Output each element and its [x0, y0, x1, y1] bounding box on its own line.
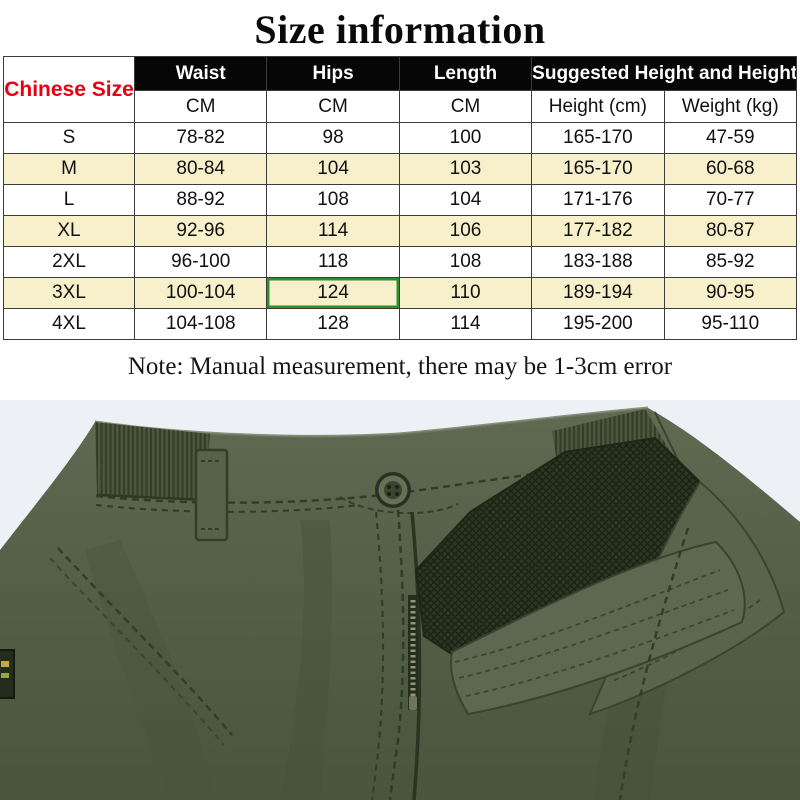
hips-cell: 114: [266, 215, 400, 247]
hips-cell: 104: [266, 153, 400, 185]
belt-loop: [194, 448, 229, 542]
size-cell: L: [3, 184, 135, 216]
waist-cell: 88-92: [133, 184, 268, 216]
weight-cell: 70-77: [663, 184, 798, 216]
unit-hips-cm: CM: [266, 90, 400, 123]
table-row: S 78-82 98 100 165-170 47-59: [3, 122, 798, 154]
waist-cell: 100-104: [133, 277, 268, 309]
table-row: 3XL 100-104 124 110 189-194 90-95: [3, 277, 798, 309]
zipper: [408, 595, 418, 710]
length-cell: 100: [398, 122, 533, 154]
fly-flap: [450, 540, 746, 716]
unit-height-cm: Height (cm): [531, 90, 665, 123]
weight-cell: 95-110: [663, 308, 798, 340]
header-suggested-height-weight: Suggested Height and Height: [531, 56, 797, 91]
size-cell: S: [3, 122, 135, 154]
waist-button: [375, 472, 411, 508]
weight-cell: 47-59: [663, 122, 798, 154]
hips-cell: 128: [266, 308, 400, 340]
header-chinese-size: Chinese Size: [3, 56, 135, 123]
height-cell: 165-170: [531, 153, 665, 185]
weight-cell: 80-87: [663, 215, 798, 247]
header-hips: Hips: [266, 56, 400, 91]
weight-cell: 60-68: [663, 153, 798, 185]
size-table-body: S 78-82 98 100 165-170 47-59 M 80-84 104 103 165-1…: [3, 122, 798, 340]
product-photo: [0, 400, 800, 800]
waist-cell: 78-82: [133, 122, 268, 154]
table-row: L 88-92 108 104 171-176 70-77: [3, 184, 798, 216]
page-title: Size information: [254, 7, 546, 52]
table-row: 2XL 96-100 118 108 183-188 85-92: [3, 246, 798, 278]
unit-waist-cm: CM: [133, 90, 268, 123]
brand-tag: [0, 649, 15, 699]
table-unit-row: CM CM CM Height (cm) Weight (kg): [4, 90, 798, 123]
weight-cell: 85-92: [663, 246, 798, 278]
height-cell: 189-194: [531, 277, 665, 309]
table-row: M 80-84 104 103 165-170 60-68: [3, 153, 798, 185]
height-cell: 183-188: [531, 246, 665, 278]
header-waist: Waist: [133, 56, 268, 91]
measurement-note: Note: Manual measurement, there may be 1…: [127, 353, 673, 380]
waist-cell: 96-100: [133, 246, 268, 278]
size-cell: M: [3, 153, 135, 185]
height-cell: 177-182: [531, 215, 665, 247]
hips-cell: 118: [266, 246, 400, 278]
length-cell: 108: [398, 246, 533, 278]
height-cell: 171-176: [531, 184, 665, 216]
length-cell: 114: [398, 308, 533, 340]
fly-seam: [371, 509, 422, 800]
highlighted-cell: 124: [266, 277, 400, 309]
side-seam-right: [618, 527, 690, 800]
header-length: Length: [398, 56, 533, 91]
length-cell: 106: [398, 215, 533, 247]
pocket-seam: [49, 547, 233, 746]
waist-cell: 104-108: [133, 308, 268, 340]
size-cell: 4XL: [3, 308, 135, 340]
size-cell: 3XL: [3, 277, 135, 309]
length-cell: 110: [398, 277, 533, 309]
length-cell: 103: [398, 153, 533, 185]
height-cell: 165-170: [531, 122, 665, 154]
waist-cell: 80-84: [133, 153, 268, 185]
unit-length-cm: CM: [398, 90, 533, 123]
table-row: 4XL 104-108 128 114 195-200 95-110: [3, 308, 798, 340]
size-cell: 2XL: [3, 246, 135, 278]
table-header-row: Chinese Size Waist Hips Length Suggested…: [3, 56, 797, 123]
height-cell: 195-200: [531, 308, 665, 340]
length-cell: 104: [398, 184, 533, 216]
hips-cell: 108: [266, 184, 400, 216]
table-row: XL 92-96 114 106 177-182 80-87: [3, 215, 798, 247]
size-cell: XL: [3, 215, 135, 247]
waist-cell: 92-96: [133, 215, 268, 247]
elastic-waistband-left: [95, 422, 210, 502]
unit-weight-kg: Weight (kg): [663, 90, 798, 123]
pants-illustration: [0, 400, 800, 800]
weight-cell: 90-95: [663, 277, 798, 309]
size-table: Chinese Size Waist Hips Length Suggested…: [3, 56, 798, 340]
hips-cell: 98: [266, 122, 400, 154]
